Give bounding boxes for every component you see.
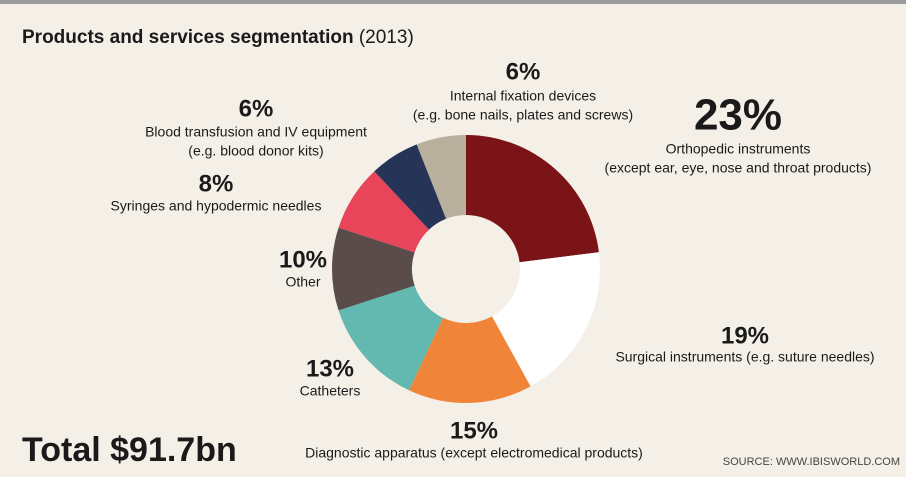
- slice: [408, 316, 531, 403]
- slice: [338, 171, 430, 253]
- category-label: Surgical instruments (e.g. suture needle…: [615, 349, 874, 365]
- category-label: Diagnostic apparatus (except electromedi…: [305, 445, 643, 461]
- category-label: (e.g. bone nails, plates and screws): [413, 107, 633, 123]
- category-label: Internal fixation devices: [450, 88, 596, 104]
- value-label: 19%: [721, 322, 769, 349]
- value-label: 15%: [450, 417, 498, 444]
- category-label: (e.g. blood donor kits): [188, 143, 323, 159]
- category-label: Catheters: [300, 383, 361, 399]
- slice: [466, 135, 599, 263]
- category-label: Orthopedic instruments: [666, 141, 811, 157]
- value-label: 23%: [694, 91, 782, 140]
- slice: [374, 144, 447, 230]
- subtitle: (2013): [359, 27, 414, 48]
- top-border: [0, 0, 906, 4]
- title: Products and services segmentation: [22, 27, 354, 48]
- category-label: Blood transfusion and IV equipment: [145, 124, 367, 140]
- category-label: (except ear, eye, nose and throat produc…: [605, 160, 872, 176]
- value-label: 8%: [199, 170, 234, 197]
- slice: [492, 252, 600, 387]
- value-label: 13%: [306, 355, 354, 382]
- slice: [332, 227, 415, 311]
- slice: [338, 285, 444, 391]
- chart-title: Products and services segmentation (2013…: [22, 27, 414, 48]
- value-label: 6%: [239, 95, 274, 122]
- slice: [416, 135, 466, 219]
- category-label: Syringes and hypodermic needles: [111, 198, 322, 214]
- category-label: Other: [285, 274, 320, 290]
- value-label: 10%: [279, 246, 327, 273]
- total: Total $91.7bn: [22, 431, 237, 469]
- value-label: 6%: [506, 58, 541, 85]
- source: SOURCE: WWW.IBISWORLD.COM: [723, 456, 900, 468]
